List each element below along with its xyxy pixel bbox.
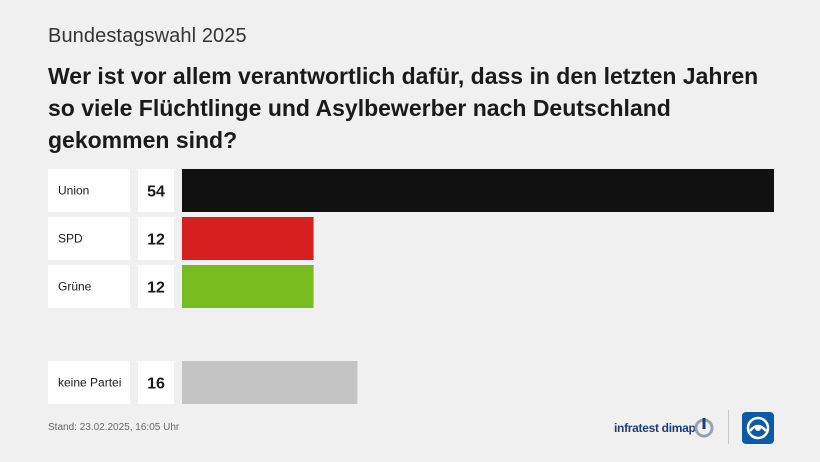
timestamp: Stand: 23.02.2025, 16:05 Uhr: [48, 422, 180, 433]
value-label: 12: [147, 232, 165, 249]
value-label-box: [138, 265, 174, 308]
category-label: SPD: [58, 232, 83, 246]
category-label-box: [48, 265, 130, 308]
category-label-box: [48, 217, 130, 260]
ard-tagesschau-logo-icon: [742, 412, 774, 444]
bar: [182, 361, 358, 404]
value-label-box: [138, 217, 174, 260]
category-label-box: [48, 361, 130, 404]
value-label: 54: [147, 184, 165, 201]
value-label-box: [138, 169, 174, 212]
chart-title: Wer ist vor allem verantwortlich dafür, …: [48, 63, 759, 153]
infratest-dimap-logo-icon: [694, 418, 714, 438]
bar: [182, 217, 314, 260]
brand-name: infratest dimap: [614, 421, 696, 435]
bar: [182, 265, 314, 308]
bar: [182, 169, 774, 212]
category-label-box: [48, 169, 130, 212]
chart-kicker: Bundestagswahl 2025: [48, 25, 247, 47]
category-label: Grüne: [58, 280, 92, 294]
value-label: 16: [147, 376, 165, 393]
value-label-box: [138, 361, 174, 404]
category-label: Union: [58, 184, 89, 198]
category-label: keine Partei: [58, 376, 121, 390]
bar-chart: Union 54 SPD 12 Grüne 12 keine Partei 16: [48, 169, 774, 404]
value-label: 12: [147, 280, 165, 297]
footer-divider: [728, 410, 729, 444]
